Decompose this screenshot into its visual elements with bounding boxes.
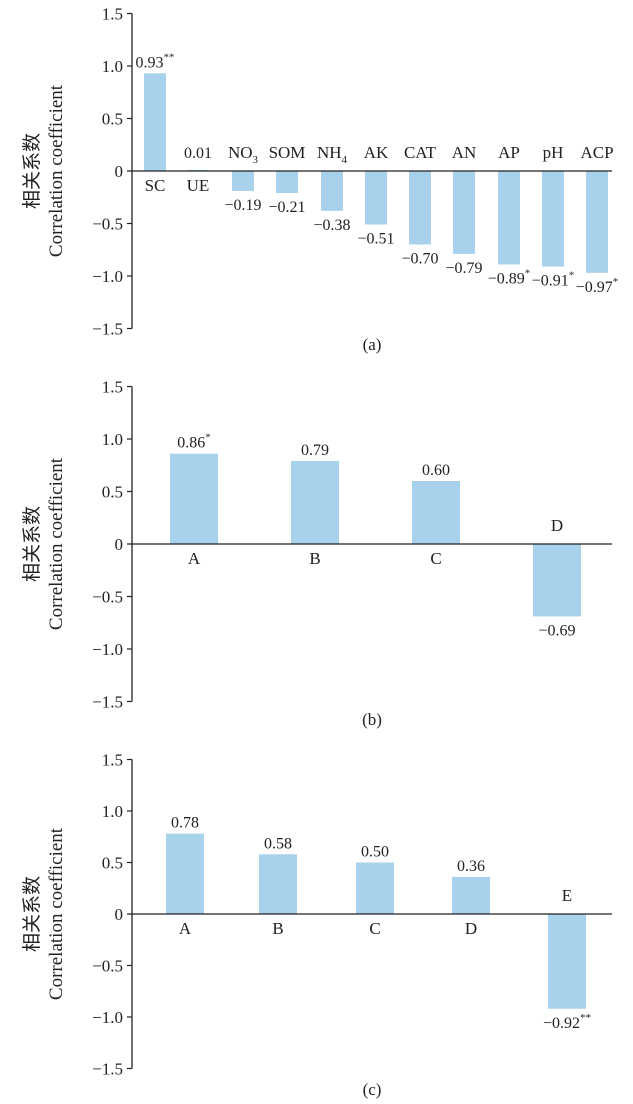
value-label: −0.89* xyxy=(488,267,531,287)
chart-panel-b: 1.5 1.0 0.5 0 −0.5 −1.0 −1.5 相关系数 Correlation co… xyxy=(21,378,612,729)
y-tick-label: 1.0 xyxy=(102,802,123,821)
category-label: SC xyxy=(145,176,166,195)
y-tick-label: 0 xyxy=(115,535,124,554)
value-label: 0.79 xyxy=(301,442,329,459)
category-label: NO3 xyxy=(228,143,259,166)
bar xyxy=(321,171,343,211)
bar xyxy=(166,833,204,914)
category-label: UE xyxy=(187,176,210,195)
bar xyxy=(452,876,490,914)
bar xyxy=(356,862,394,914)
chart-panel-a: 1.5 1.0 0.5 0 −0.5 −1.0 −1.5 相关系数 Correlation co… xyxy=(21,5,618,355)
bar xyxy=(409,171,431,245)
value-label: 0.60 xyxy=(422,462,450,479)
bar xyxy=(548,914,586,1009)
y-tick-label: 0.5 xyxy=(102,854,123,873)
y-tick-label: 1.5 xyxy=(102,378,123,397)
value-label: 0.78 xyxy=(171,815,199,832)
value-label: −0.70 xyxy=(401,251,438,268)
category-label: AN xyxy=(452,143,477,162)
value-label: −0.51 xyxy=(357,231,394,248)
bar xyxy=(453,171,475,254)
bar xyxy=(542,171,564,267)
bar xyxy=(259,854,297,914)
category-label: B xyxy=(272,919,283,938)
y-tick-label: 0 xyxy=(115,905,124,924)
bar xyxy=(291,461,339,544)
category-label: C xyxy=(430,549,441,568)
bar xyxy=(276,171,298,194)
value-label: −0.21 xyxy=(268,199,305,216)
panel-label: (a) xyxy=(363,335,382,354)
y-tick-label: 1.5 xyxy=(102,5,123,24)
bar xyxy=(365,171,387,225)
category-label: ACP xyxy=(580,143,613,162)
category-label: B xyxy=(309,549,320,568)
category-label: SOM xyxy=(269,143,306,162)
bar xyxy=(232,171,254,191)
value-label: −0.79 xyxy=(445,260,482,277)
bar xyxy=(498,171,520,265)
bar xyxy=(144,73,166,171)
y-tick-label: 0.5 xyxy=(102,483,123,502)
y-axis-title-cn: 相关系数 xyxy=(21,506,43,582)
value-label: 0.01 xyxy=(184,145,212,162)
value-label: −0.19 xyxy=(224,197,261,214)
y-tick-label: 0.5 xyxy=(102,110,123,129)
value-label: −0.38 xyxy=(313,217,350,234)
y-tick-label: −1.5 xyxy=(92,1060,123,1079)
y-tick-label: 1.0 xyxy=(102,57,123,76)
category-label: D xyxy=(551,516,563,535)
category-label: CAT xyxy=(404,143,437,162)
value-label: −0.92** xyxy=(543,1012,591,1032)
value-label: 0.50 xyxy=(361,844,389,861)
category-label: A xyxy=(188,549,201,568)
bar xyxy=(533,544,581,617)
y-tick-label: −1.0 xyxy=(92,640,123,659)
value-label: 0.58 xyxy=(264,835,292,852)
value-label: −0.97* xyxy=(576,276,619,296)
value-label: 0.86* xyxy=(177,432,211,452)
value-label: −0.69 xyxy=(538,622,575,639)
y-axis-title-en: Correlation coefficient xyxy=(46,457,67,630)
y-tick-label: −0.5 xyxy=(92,215,123,234)
category-label: E xyxy=(562,886,572,905)
y-tick-label: −1.0 xyxy=(92,1008,123,1027)
value-label: 0.36 xyxy=(457,858,485,875)
y-axis-title-cn: 相关系数 xyxy=(21,876,43,952)
bar xyxy=(586,171,608,273)
panel-label: (b) xyxy=(362,710,382,729)
y-tick-label: −0.5 xyxy=(92,957,123,976)
category-label: NH4 xyxy=(317,143,348,166)
bar xyxy=(412,481,460,544)
y-axis-title-en: Correlation coefficient xyxy=(46,827,67,1000)
y-tick-label: 0 xyxy=(115,162,124,181)
bar xyxy=(170,453,218,544)
y-tick-label: 1.5 xyxy=(102,751,123,770)
category-label: A xyxy=(179,919,192,938)
y-tick-label: −1.5 xyxy=(92,693,123,712)
category-label: C xyxy=(369,919,380,938)
y-tick-label: −0.5 xyxy=(92,588,123,607)
category-label: AP xyxy=(498,143,520,162)
y-tick-label: −1.0 xyxy=(92,267,123,286)
y-axis-title-cn: 相关系数 xyxy=(21,133,43,209)
y-tick-label: −1.5 xyxy=(92,320,123,339)
y-tick-label: 1.0 xyxy=(102,430,123,449)
panel-label: (c) xyxy=(363,1080,382,1099)
category-label: D xyxy=(465,919,477,938)
value-label: −0.91* xyxy=(532,270,575,290)
category-label: pH xyxy=(543,143,564,162)
value-label: 0.93** xyxy=(136,51,175,71)
category-label: AK xyxy=(364,143,389,162)
y-axis-title-en: Correlation coefficient xyxy=(46,84,67,257)
